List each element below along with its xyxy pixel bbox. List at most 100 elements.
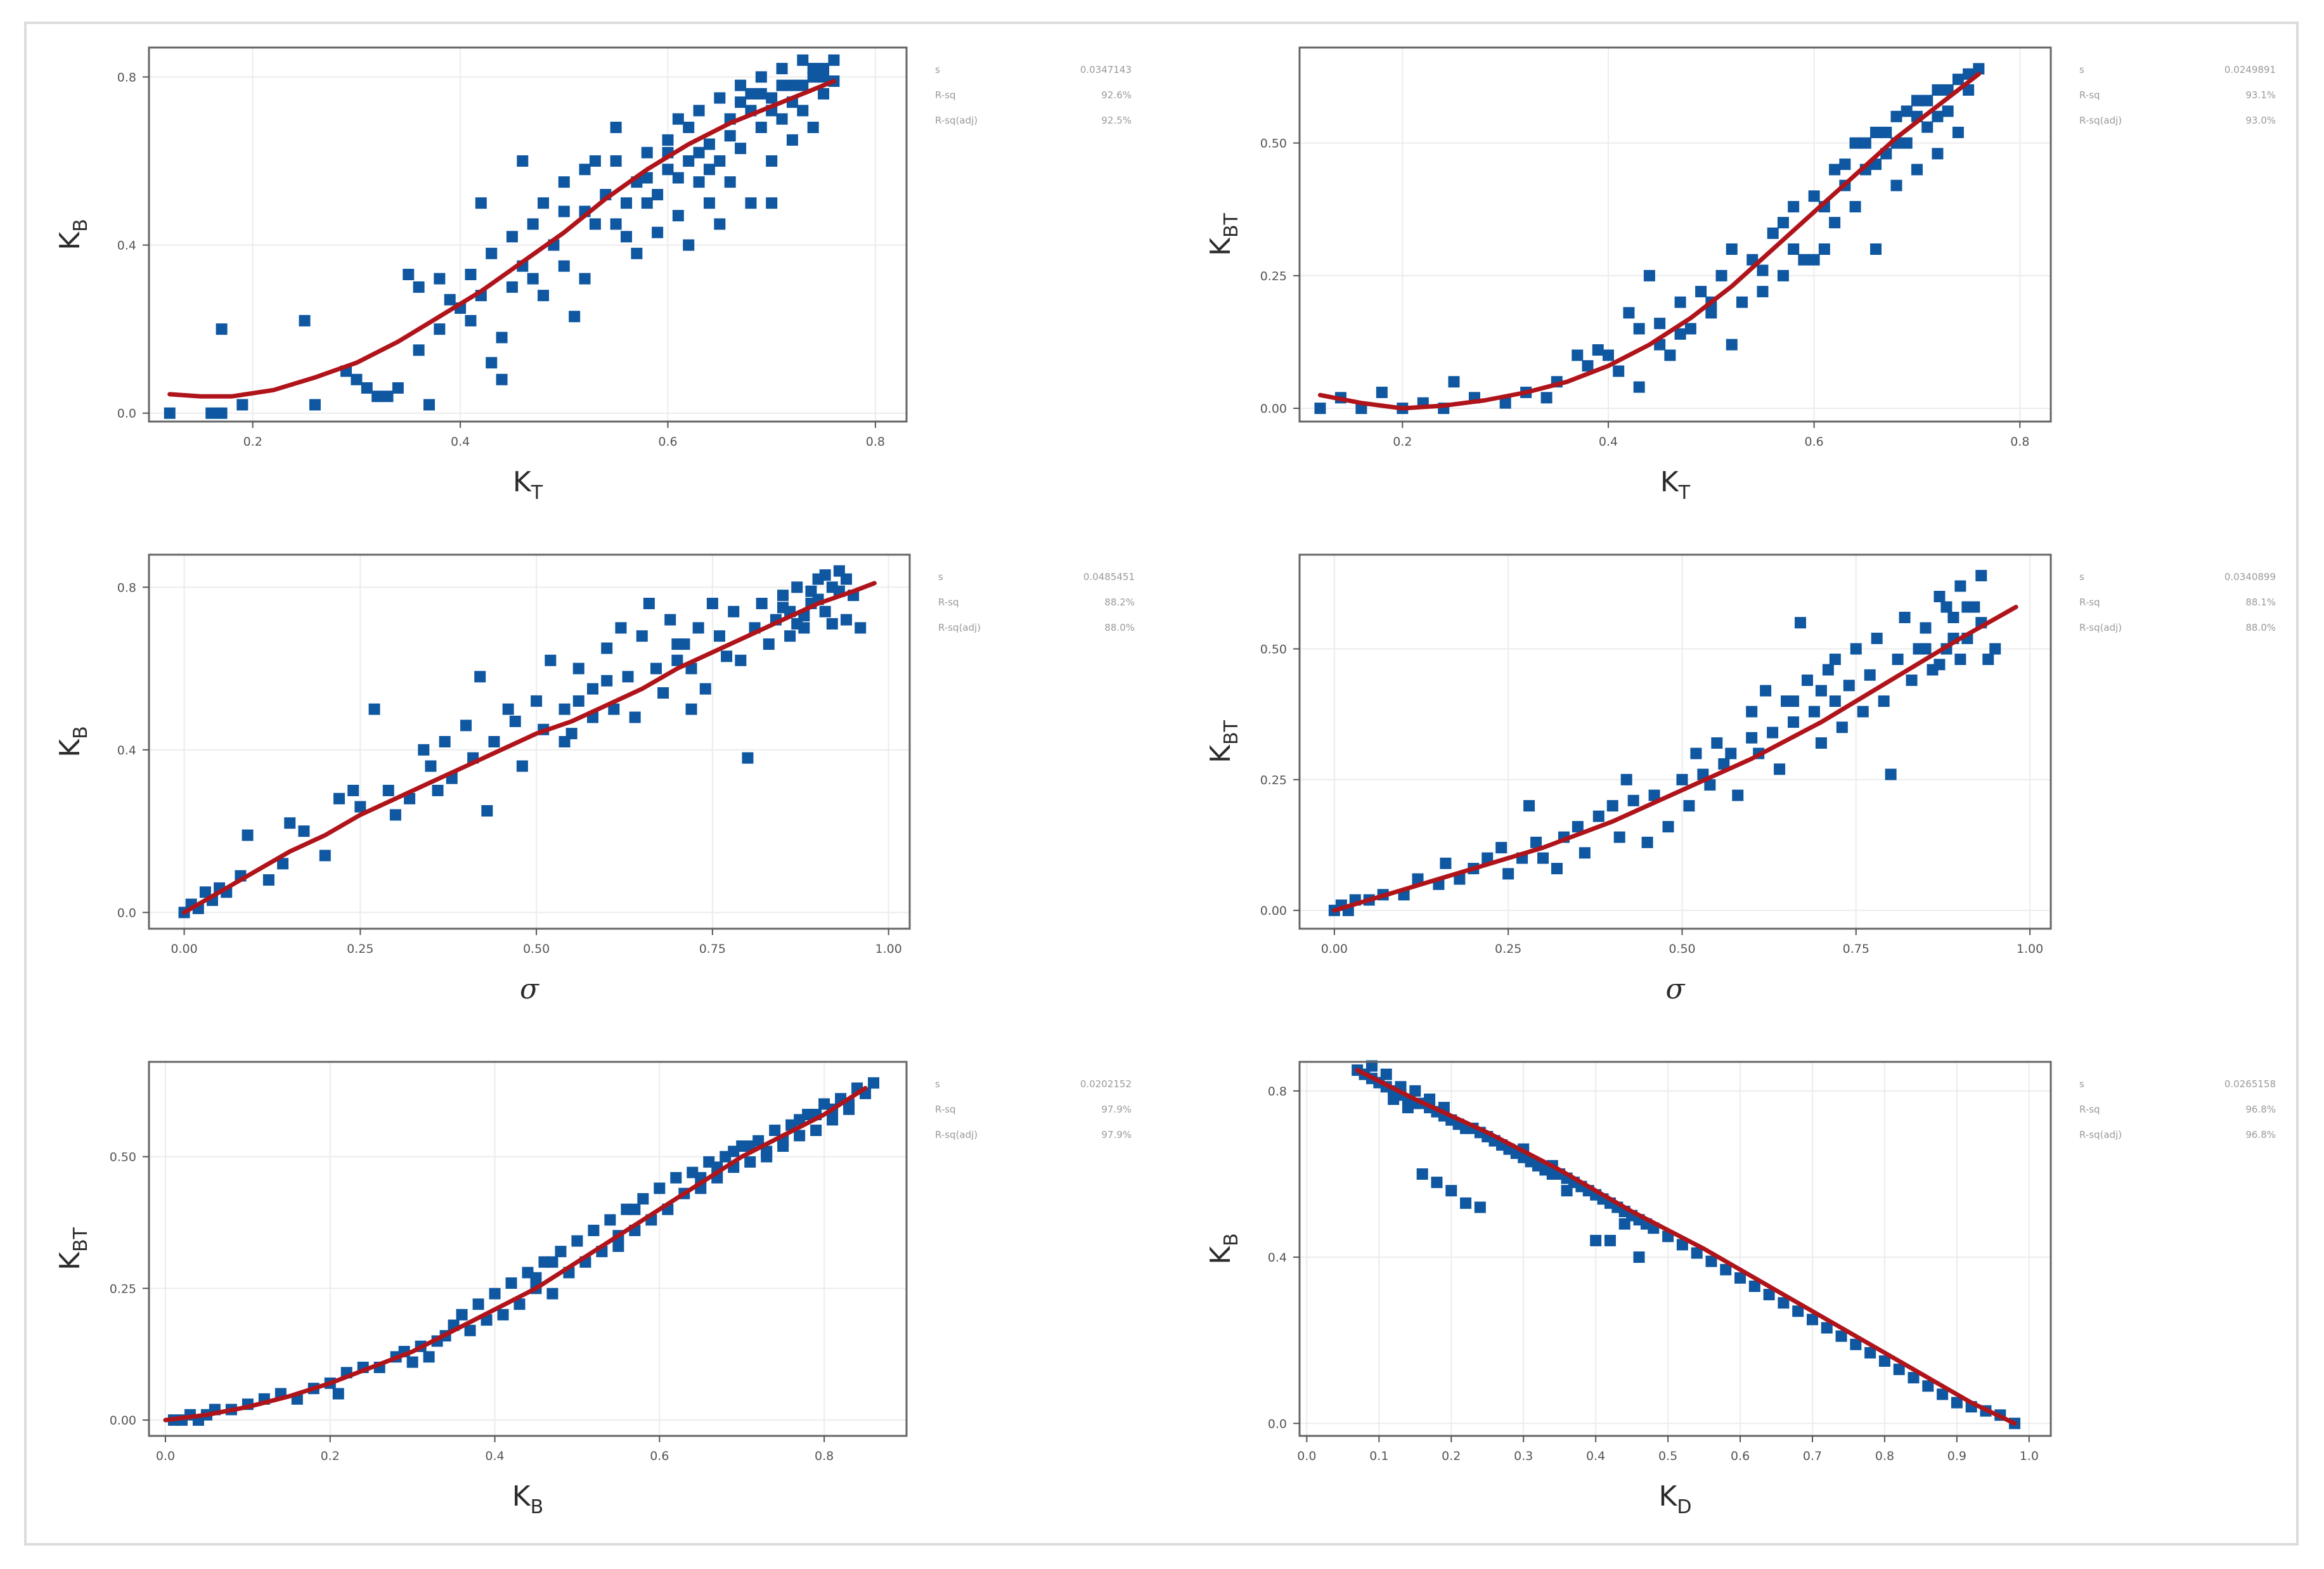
data-point: [671, 638, 683, 650]
data-point: [489, 1288, 501, 1300]
stat-label: s: [935, 64, 940, 75]
gridlines: [149, 48, 907, 422]
data-point: [403, 268, 415, 280]
data-point: [389, 809, 401, 821]
stat-value: 0.0249891: [2224, 64, 2276, 75]
data-point: [744, 1156, 756, 1168]
y-tick-label: 0.0: [1268, 1417, 1287, 1431]
data-point: [1892, 654, 1904, 666]
data-point: [755, 87, 767, 100]
data-point: [434, 323, 446, 335]
data-point: [347, 784, 359, 796]
data-point: [615, 622, 627, 634]
data-point: [1777, 217, 1789, 229]
data-point: [1664, 349, 1676, 361]
data-point: [763, 638, 775, 650]
data-point: [807, 63, 819, 75]
chart-panel-kb_vs_kt: 0.2 0.4 0.6 0.8 0.0 0.4 0.8 KT KB s 0.0347143 R-sq 9…: [54, 46, 1132, 504]
data-point: [683, 239, 695, 251]
data-point: [1633, 323, 1645, 335]
data-point: [1901, 105, 1913, 117]
data-point: [497, 1308, 509, 1320]
stat-value: 0.0347143: [1080, 64, 1132, 75]
data-point: [1788, 695, 1800, 707]
data-point: [1572, 821, 1584, 833]
data-point: [1829, 164, 1841, 176]
data-point: [1676, 1239, 1688, 1251]
data-point: [1975, 570, 1987, 582]
data-point: [699, 683, 711, 695]
data-point: [216, 323, 228, 335]
data-point: [481, 805, 493, 817]
data-point: [714, 92, 726, 104]
data-point: [496, 332, 508, 344]
stat-value: 93.1%: [2245, 89, 2276, 101]
fit-statistics: s 0.0249891 R-sq 93.1% R-sq(adj) 93.0%: [2079, 64, 2276, 126]
data-point: [527, 273, 539, 285]
data-point: [1932, 110, 1944, 122]
y-axis-label: KB: [54, 726, 92, 757]
data-point: [1774, 763, 1786, 775]
data-point: [703, 138, 715, 150]
data-point: [1691, 1247, 1703, 1259]
data-point: [1878, 695, 1890, 707]
data-point: [530, 1272, 542, 1284]
data-point: [1718, 758, 1730, 770]
data-point: [1654, 318, 1666, 330]
stat-value: 88.0%: [2245, 622, 2276, 633]
data-point: [672, 113, 684, 125]
data-point: [1648, 789, 1660, 801]
data-point: [579, 273, 591, 285]
data-point: [1704, 779, 1716, 791]
stat-label: s: [938, 571, 943, 583]
data-point: [693, 176, 705, 188]
data-point: [756, 597, 768, 609]
data-point: [636, 630, 648, 642]
stat-label: R-sq(adj): [938, 622, 981, 633]
stat-value: 88.0%: [1104, 622, 1135, 633]
data-point: [662, 134, 674, 146]
x-tick-label: 0.3: [1514, 1449, 1533, 1463]
x-tick-label: 0.8: [815, 1449, 834, 1463]
data-point: [791, 618, 803, 630]
data-point: [776, 79, 788, 91]
data-point: [664, 614, 676, 626]
data-point: [1822, 664, 1834, 676]
data-point: [1864, 669, 1876, 681]
data-point: [1932, 148, 1944, 160]
data-point: [444, 294, 456, 306]
x-tick-label: 0.5: [1658, 1449, 1677, 1463]
data-point: [818, 71, 830, 83]
data-point: [1523, 800, 1535, 812]
data-point: [654, 1182, 666, 1194]
data-point: [1623, 307, 1635, 319]
data-point: [572, 695, 584, 707]
data-point: [1431, 1177, 1443, 1189]
data-point: [1864, 1346, 1876, 1359]
data-point: [657, 687, 669, 699]
data-point: [1314, 403, 1326, 415]
data-point: [1705, 307, 1717, 319]
data-point: [284, 817, 296, 829]
data-point: [1801, 675, 1813, 687]
data-point: [1495, 842, 1507, 854]
data-point: [671, 654, 683, 666]
data-point: [1893, 1364, 1905, 1376]
data-point: [641, 146, 653, 158]
data-point: [703, 164, 715, 176]
data-point: [776, 113, 788, 125]
gridlines: [1300, 1062, 2051, 1436]
data-point: [1920, 622, 1932, 634]
data-point: [818, 87, 830, 100]
data-point: [1530, 836, 1542, 848]
data-point: [1537, 852, 1549, 864]
data-point: [354, 801, 366, 813]
data-point: [1482, 852, 1494, 864]
data-point: [735, 79, 747, 91]
data-point: [728, 1146, 740, 1158]
data-point: [1674, 296, 1686, 308]
data-point: [1973, 63, 1985, 75]
x-axis-label: KT: [1660, 466, 1691, 504]
data-point: [425, 760, 437, 772]
data-point: [1951, 1397, 1963, 1409]
